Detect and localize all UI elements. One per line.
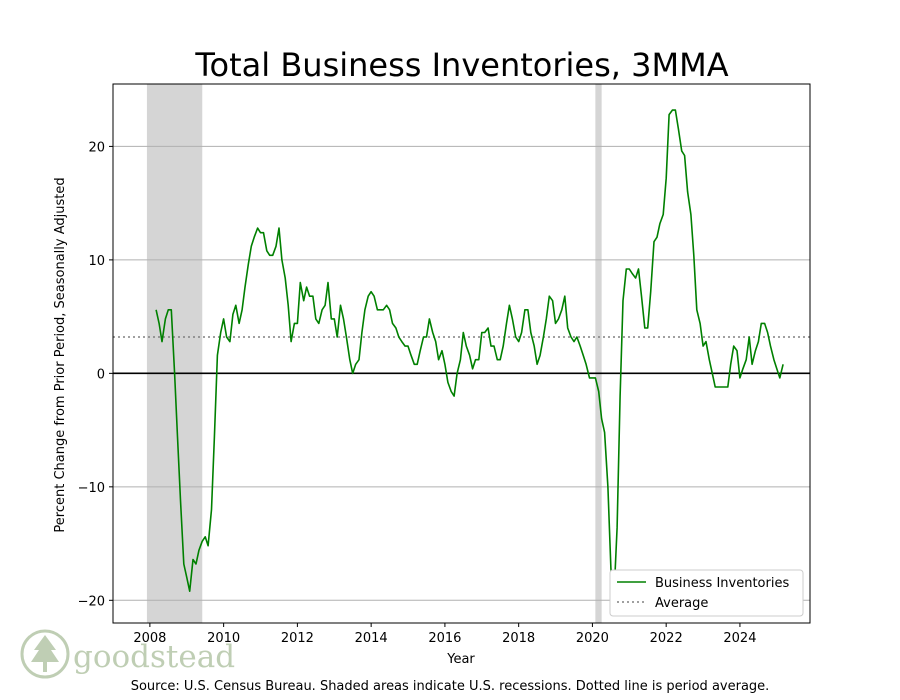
x-tick-label: 2020	[576, 631, 609, 646]
y-tick-label: 0	[97, 367, 105, 382]
x-axis-ticks: 2008 2010 2012 2014 2016 2018 2020 2022 2024	[133, 623, 756, 646]
goodstead-logo: goodstead	[20, 629, 235, 679]
x-tick-label: 2012	[281, 631, 314, 646]
y-tick-label: 20	[88, 140, 105, 155]
y-axis-label: Percent Change from Prior Period, Season…	[53, 177, 68, 532]
y-tick-label: −10	[78, 481, 105, 496]
tree-logo-icon	[20, 629, 70, 679]
legend-entry-average: Average	[655, 596, 708, 611]
series-line-business-inventories	[155, 109, 784, 602]
x-axis-label: Year	[446, 652, 475, 667]
y-axis-ticks: −20 −10 0 10 20	[78, 140, 113, 609]
x-tick-label: 2018	[502, 631, 535, 646]
legend: Business Inventories Average	[609, 569, 804, 617]
legend-entry-business-inventories: Business Inventories	[655, 576, 789, 591]
plot-frame	[112, 83, 811, 624]
legend-box	[609, 569, 804, 617]
y-tick-label: 10	[88, 254, 105, 269]
brand-name: goodstead	[73, 639, 235, 675]
x-tick-label: 2022	[650, 631, 683, 646]
tree-icon	[31, 635, 59, 672]
chart-title: Total Business Inventories, 3MMA	[194, 46, 728, 84]
recession-band-1	[146, 84, 203, 623]
y-tick-label: −20	[78, 594, 105, 609]
x-tick-label: 2008	[133, 631, 166, 646]
source-note: Source: U.S. Census Bureau. Shaded areas…	[130, 679, 770, 694]
x-tick-label: 2016	[428, 631, 461, 646]
recession-bands	[146, 84, 602, 623]
recession-band-2	[595, 84, 602, 623]
x-tick-label: 2024	[723, 631, 756, 646]
x-tick-label: 2014	[355, 631, 388, 646]
x-tick-label: 2010	[207, 631, 240, 646]
